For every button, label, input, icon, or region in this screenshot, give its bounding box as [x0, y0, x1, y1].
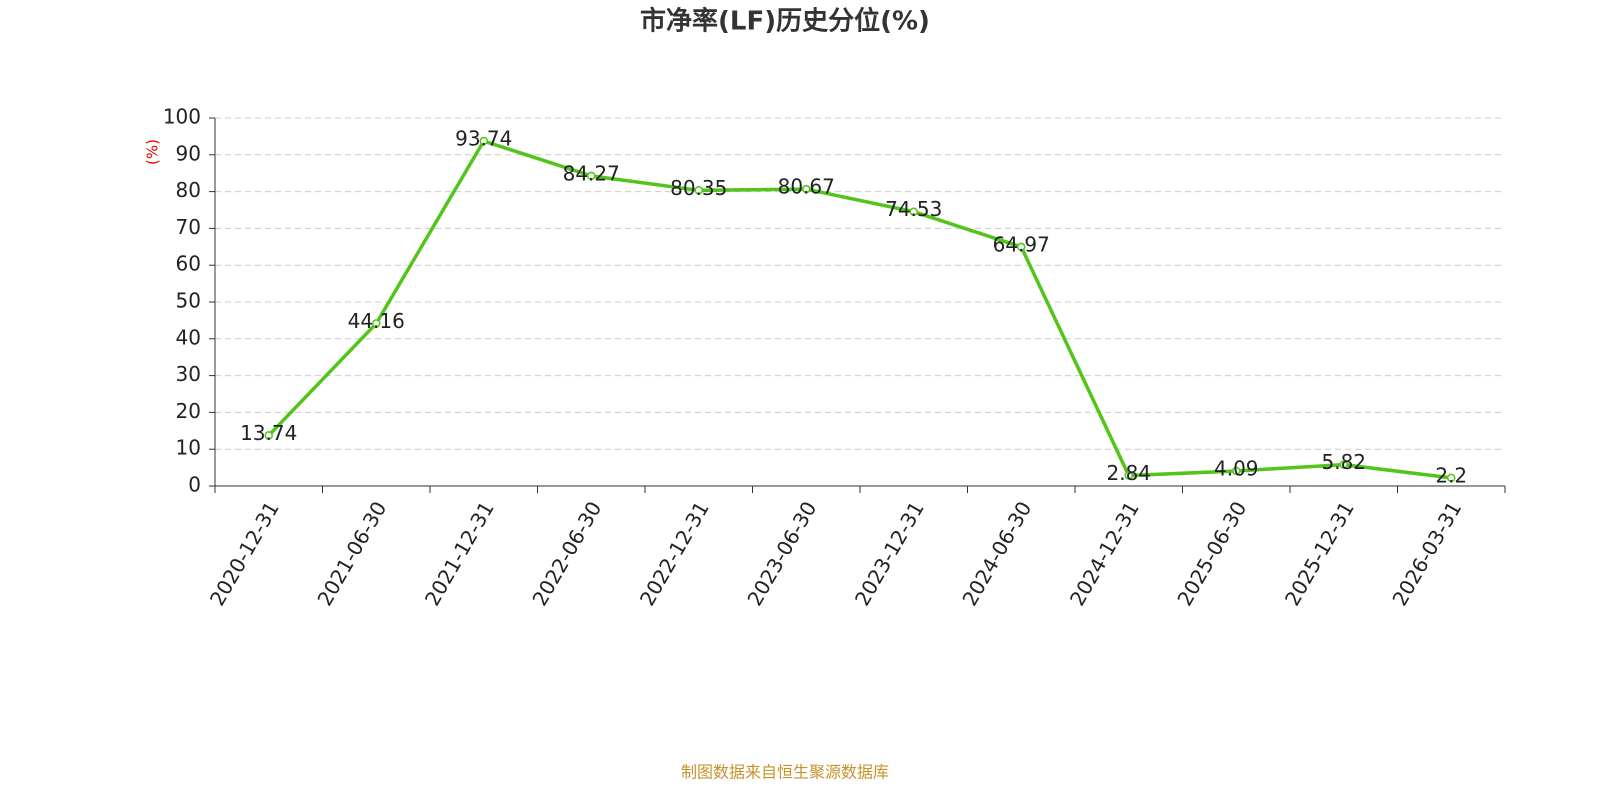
y-tick-label: 80 [176, 178, 201, 202]
point [694, 186, 703, 195]
data-label: 74.53 [885, 197, 942, 221]
data-label: 5.82 [1321, 450, 1366, 474]
x-tick-label: 2026-03-31 [1387, 497, 1466, 610]
y-tick-label: 0 [188, 473, 201, 497]
data-label: 4.09 [1214, 456, 1259, 480]
data-label: 2.84 [1106, 461, 1151, 485]
point [1232, 466, 1241, 476]
x-tick-label: 2023-06-30 [742, 497, 821, 610]
point [1017, 242, 1026, 252]
x-tick-label: 2022-12-31 [635, 497, 714, 610]
source-note: 制图数据来自恒生聚源数据库 [681, 763, 889, 782]
y-tick-label: 30 [176, 362, 201, 386]
data-label: 64.97 [993, 232, 1050, 256]
point [479, 136, 488, 146]
x-tick-label: 2020-12-31 [205, 497, 284, 610]
point [264, 431, 273, 440]
y-tick-label: 100 [163, 105, 201, 129]
point [587, 171, 596, 181]
data-label: 80.35 [670, 176, 727, 200]
y-tick-label: 20 [176, 399, 201, 423]
data-label: 13.74 [240, 421, 297, 445]
point [1124, 471, 1133, 480]
series-line [267, 138, 1452, 480]
chart-title: 市净率(LF)历史分位(%) [640, 6, 930, 37]
x-tick-label: 2024-06-30 [957, 497, 1036, 610]
x-tick-label: 2025-06-30 [1172, 497, 1251, 610]
point [1447, 473, 1456, 483]
x-tick-label: 2021-06-30 [312, 497, 391, 610]
point [1339, 460, 1348, 469]
y-tick-label: 90 [176, 141, 201, 165]
y-axis-label: (%) [144, 139, 162, 165]
x-tick-label: 2021-12-31 [420, 497, 499, 610]
y-tick-label: 70 [176, 215, 201, 239]
y-tick-label: 50 [176, 289, 201, 313]
x-tick-label: 2023-12-31 [850, 497, 929, 610]
x-tick-label: 2024-12-31 [1065, 497, 1144, 610]
data-label: 93.74 [455, 127, 512, 151]
y-tick-label: 40 [176, 325, 201, 349]
data-label: 2.2 [1435, 463, 1467, 487]
x-tick-label: 2025-12-31 [1280, 497, 1359, 610]
x-tick-label: 2022-06-30 [527, 497, 606, 610]
data-label: 84.27 [563, 161, 620, 185]
point [802, 184, 811, 194]
data-label: 80.67 [778, 175, 835, 199]
y-tick-label: 60 [176, 252, 201, 276]
data-label: 44.16 [348, 309, 405, 333]
point [909, 207, 918, 216]
point [372, 319, 381, 328]
y-tick-label: 10 [176, 436, 201, 460]
